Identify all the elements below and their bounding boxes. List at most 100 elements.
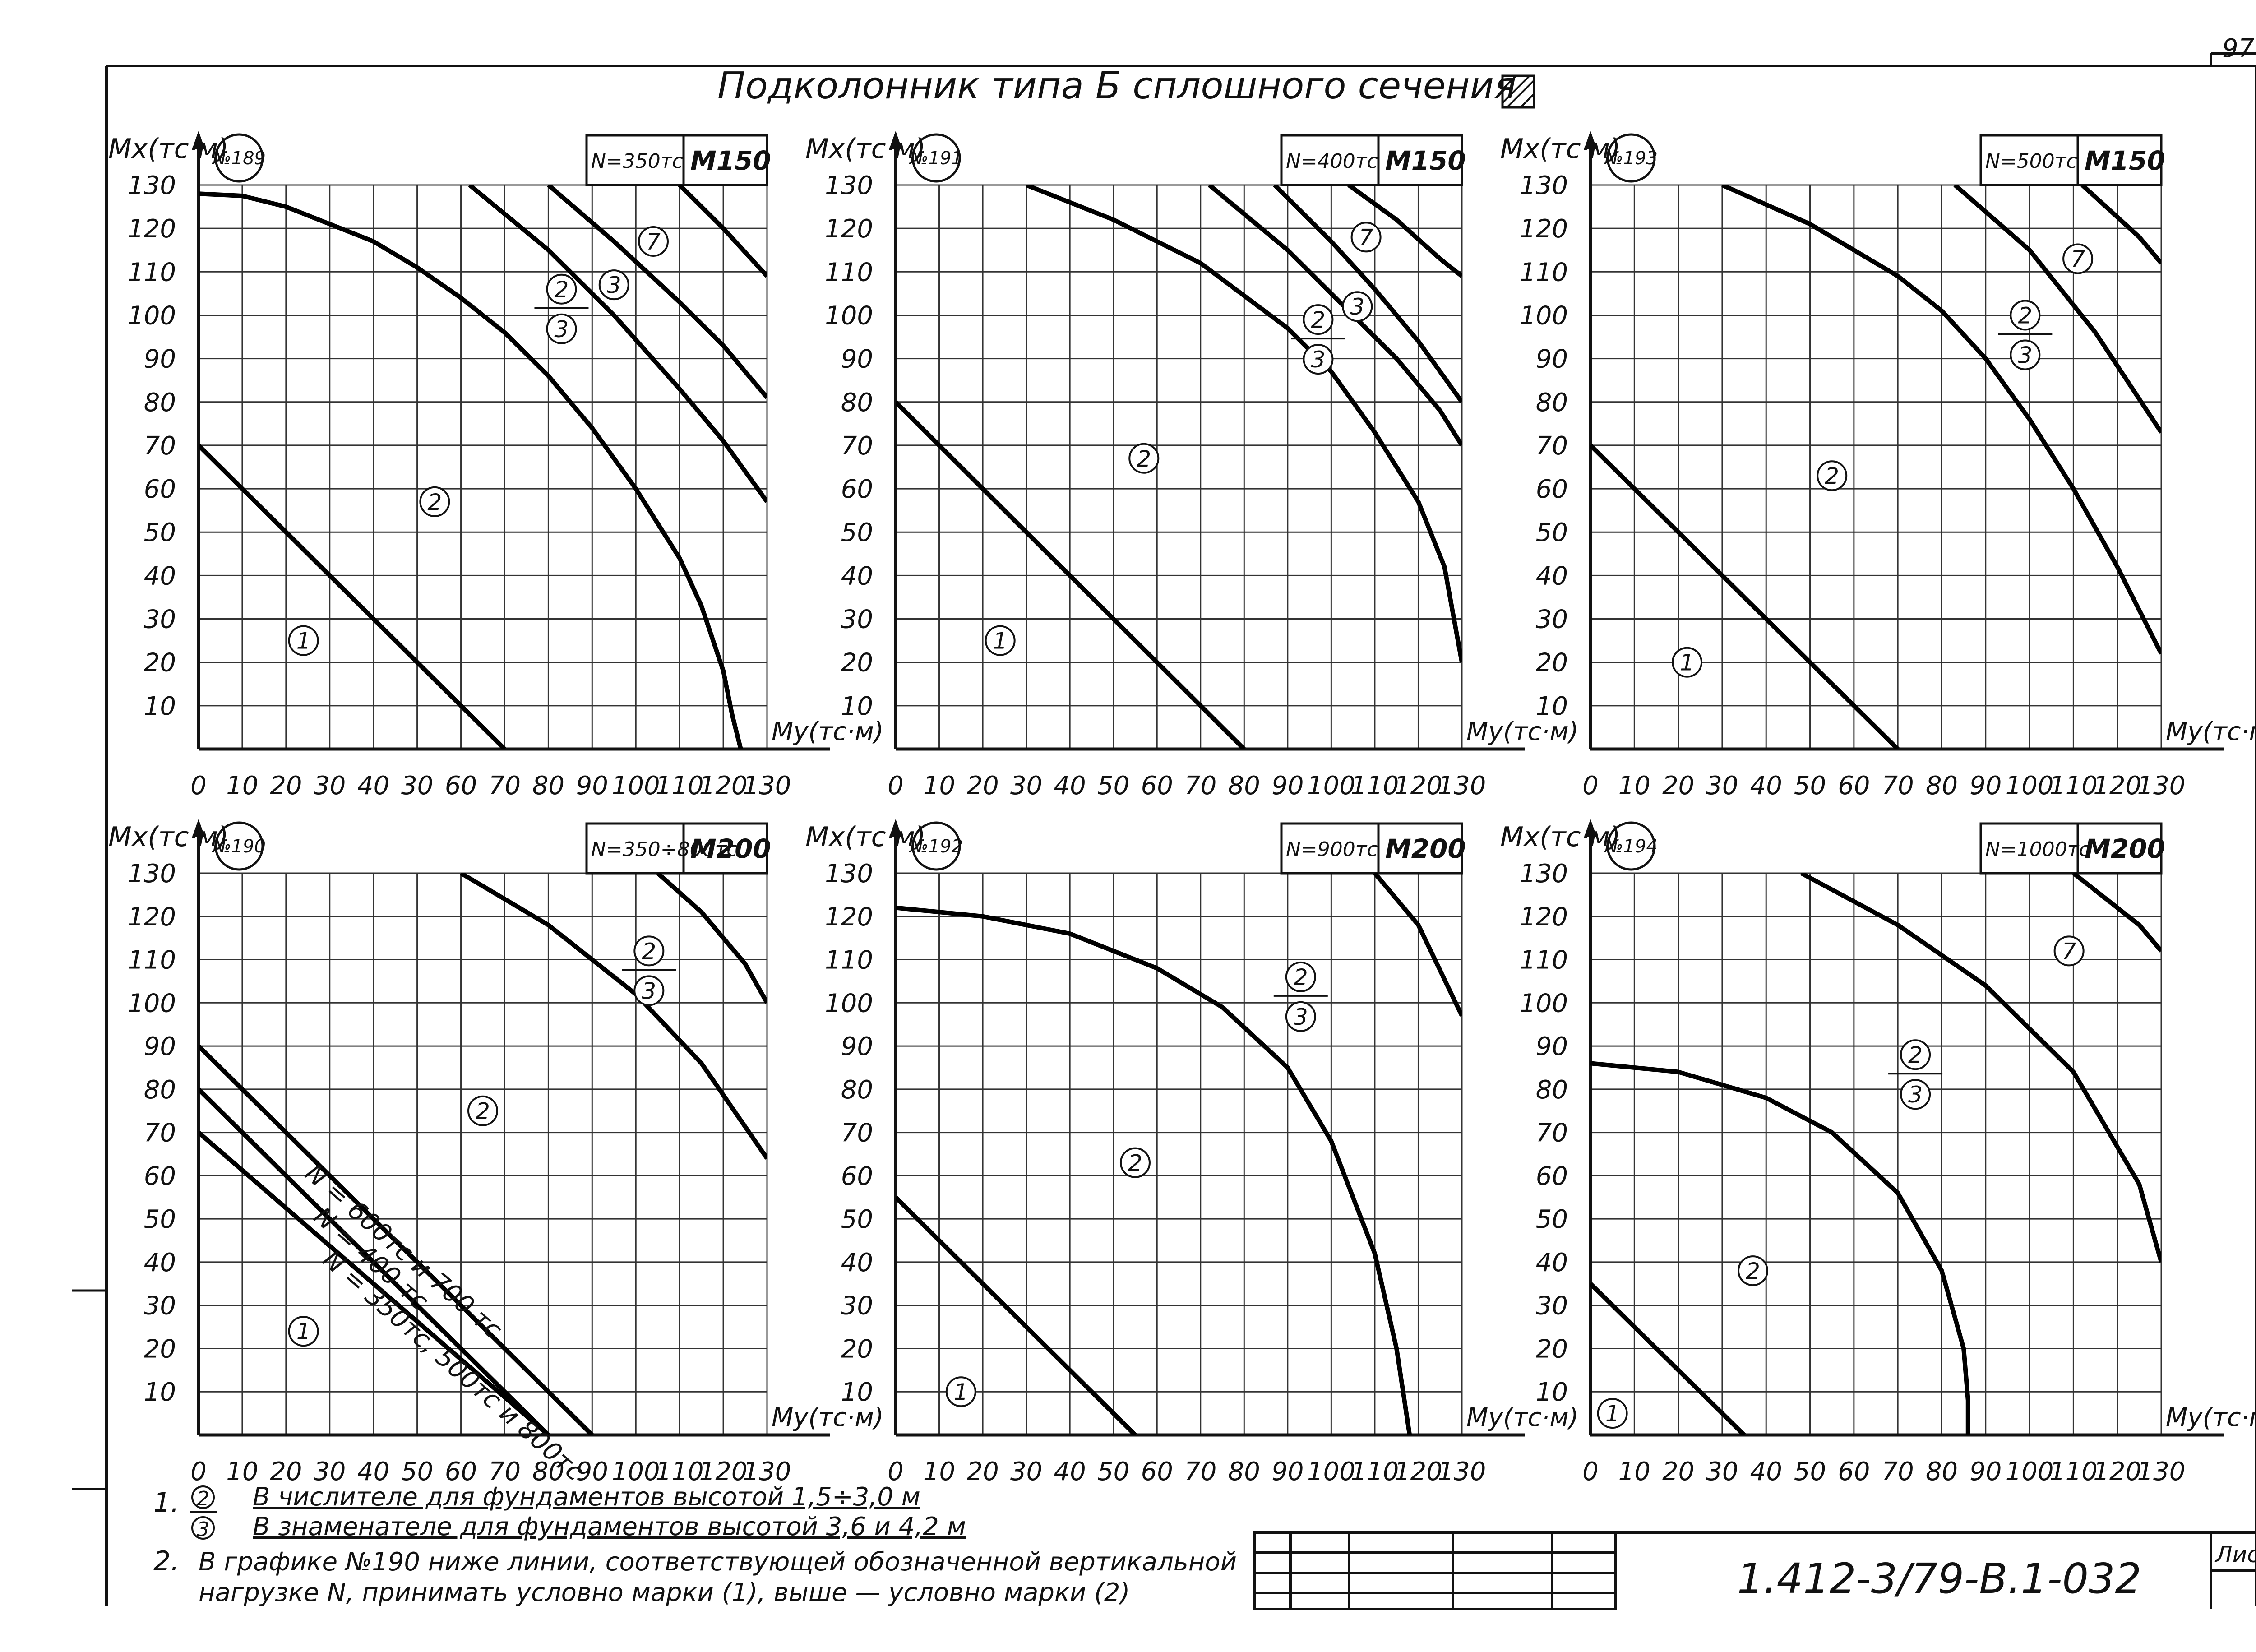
x-tick-label: 20 [966, 1457, 999, 1486]
y-tick-label: 60 [841, 1161, 873, 1191]
zone-mark-label: 1 [296, 1319, 311, 1345]
y-tick-label: 50 [1536, 1205, 1568, 1234]
y-tick-label: 20 [1536, 648, 1568, 678]
x-tick-label: 30 [1010, 771, 1042, 801]
y-axis-label: Mx(тс·м) [108, 821, 228, 853]
zone-mark-circle [546, 273, 577, 305]
x-tick-label: 120 [699, 1457, 748, 1486]
y-tick-label: 10 [144, 692, 176, 721]
x-tick-label: 50 [1794, 1457, 1826, 1486]
zone-mark-circle [2053, 935, 2085, 967]
x-tick-label: 70 [489, 771, 521, 801]
load-grade-box [1979, 822, 2163, 875]
y-tick-label: 60 [1536, 475, 1568, 504]
chart-number-circle [1606, 821, 1656, 871]
y-tick-label: 40 [841, 561, 873, 591]
y-tick-label: 100 [128, 989, 176, 1018]
y-tick-label: 70 [144, 431, 176, 461]
x-tick-label: 120 [2093, 1457, 2141, 1486]
zone-mark-label: 7 [2062, 938, 2076, 964]
y-tick-label: 100 [825, 989, 873, 1018]
zone-mark-label: 1 [1680, 650, 1694, 676]
zone-mark-label: 2 [1825, 463, 1839, 489]
chart-panel-3: 0 10 20 30 40 50 60 70 80 90 100110120130102030405… [1500, 131, 2256, 801]
x-axis-label: My(тс·м) [772, 1403, 884, 1432]
y-tick-label: 50 [841, 1205, 873, 1234]
y-tick-label: 40 [144, 1248, 176, 1277]
x-tick-label: 10 [923, 771, 955, 801]
y-tick-label: 110 [128, 946, 176, 975]
y-tick-label: 20 [144, 1334, 176, 1364]
boundary-curve-2 [896, 905, 1412, 1435]
x-tick-label: 130 [743, 771, 791, 801]
zone-mark-label: 7 [646, 229, 661, 255]
x-tick-label: 0 [888, 1457, 904, 1486]
note-1-denominator-mark: 3 [197, 1518, 209, 1541]
x-tick-label: 10 [226, 771, 258, 801]
note-1-denominator-circle [191, 1516, 215, 1540]
x-tick-label: 120 [2093, 771, 2141, 801]
x-tick-label: 50 [401, 1457, 433, 1486]
zone-mark-circle [1303, 304, 1334, 335]
y-axis-label: Mx(тс·м) [1500, 821, 1620, 853]
boundary-curve-3 [468, 185, 767, 503]
x-tick-label: 80 [1228, 1457, 1260, 1486]
y-tick-label: 130 [825, 171, 873, 200]
x-tick-label: 10 [1618, 771, 1650, 801]
x-tick-label: 40 [1054, 771, 1086, 801]
y-tick-label: 40 [1536, 561, 1568, 591]
y-tick-label: 80 [1536, 388, 1568, 417]
y-tick-label: 50 [144, 1205, 176, 1234]
y-tick-label: 70 [841, 431, 873, 461]
concrete-grade-label: М200 [1385, 833, 1466, 864]
x-tick-label: 130 [1438, 1457, 1486, 1486]
chart-number-circle [911, 821, 961, 871]
y-tick-label: 110 [825, 258, 873, 287]
axial-load-label: N=400тс [1286, 150, 1378, 173]
y-tick-label: 90 [841, 1032, 873, 1061]
y-tick-label: 80 [144, 388, 176, 417]
x-tick-label: 120 [1394, 771, 1442, 801]
boundary-curve-1 [199, 1130, 550, 1435]
x-tick-label: 40 [357, 771, 389, 801]
zone-mark-label: 2 [1746, 1258, 1760, 1284]
x-tick-label: 0 [190, 1457, 207, 1486]
zone-mark-circle [546, 313, 577, 344]
x-axis-label: My(тс·м) [2166, 1403, 2256, 1432]
concrete-grade-label: М150 [690, 145, 771, 176]
x-tick-label: 90 [576, 771, 608, 801]
boundary-curve-1 [199, 444, 507, 749]
chart-number-circle [1606, 133, 1656, 183]
y-tick-label: 40 [1536, 1248, 1568, 1277]
hatch-lines [1502, 75, 1535, 108]
x-tick-label: 0 [1582, 1457, 1599, 1486]
y-tick-label: 70 [144, 1119, 176, 1148]
zone-mark-label: 2 [1137, 446, 1151, 472]
note-2-line-1: В графике №190 ниже линии, соответствующ… [199, 1547, 1237, 1577]
concrete-grade-label: М150 [2085, 145, 2165, 176]
note-1-numerator-circle [191, 1485, 215, 1509]
boundary-curve-4 [1273, 185, 1462, 403]
x-tick-label: 30 [314, 1457, 346, 1486]
y-tick-label: 80 [841, 388, 873, 417]
y-tick-label: 110 [1520, 946, 1568, 975]
x-tick-label: 80 [1926, 771, 1958, 801]
chart-panel-2: 0 10 20 30 40 50 60 70 80 90 100110120130102030405… [805, 131, 1579, 801]
y-tick-label: 130 [128, 171, 176, 200]
y-tick-label: 30 [1536, 1291, 1568, 1321]
y-tick-label: 70 [841, 1119, 873, 1148]
zone-mark-label: 3 [642, 978, 656, 1004]
x-tick-label: 50 [1097, 771, 1129, 801]
y-axis-arrow [1584, 819, 1597, 837]
boundary-curve-2 [199, 191, 743, 749]
y-tick-label: 80 [1536, 1075, 1568, 1105]
chart-number-circle [214, 821, 264, 871]
zone-mark-circle [985, 625, 1016, 656]
zone-mark-label: 3 [555, 316, 569, 342]
zone-mark-circle [598, 269, 629, 301]
x-tick-label: 100 [1307, 771, 1355, 801]
x-tick-label: 20 [1662, 1457, 1694, 1486]
boundary-curve-4 [2080, 185, 2161, 265]
x-tick-label: 0 [1582, 771, 1599, 801]
